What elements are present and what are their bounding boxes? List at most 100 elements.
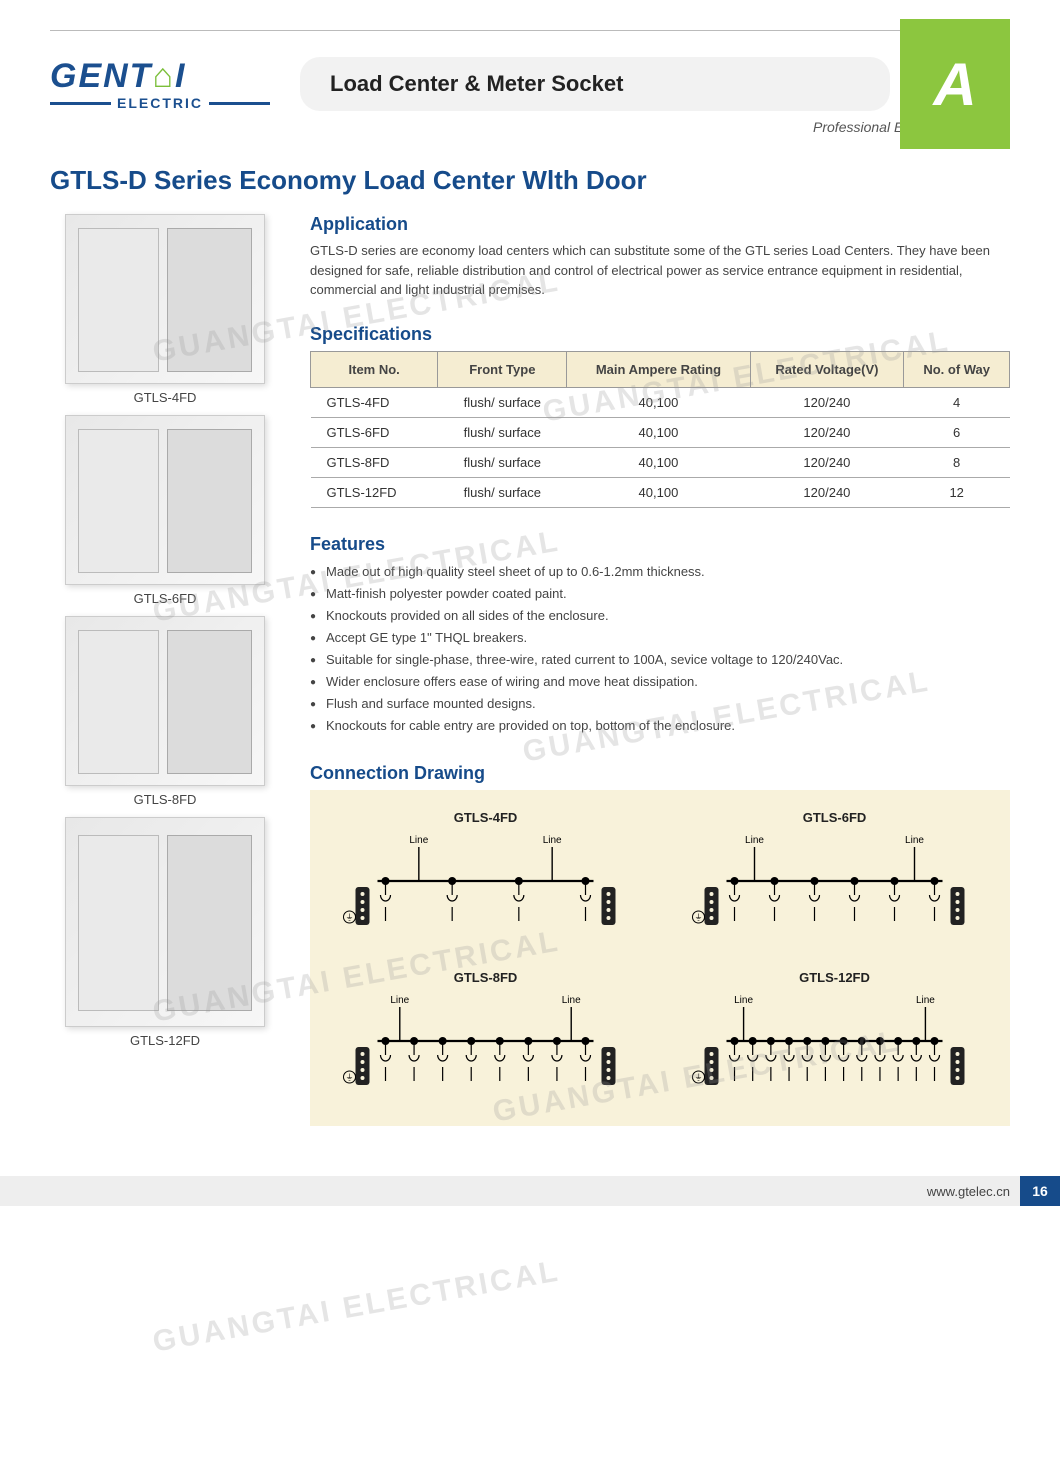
tagline: Professional Electrical Supplier — [50, 119, 1006, 135]
svg-text:Line: Line — [916, 995, 935, 1006]
table-header-cell: No. of Way — [904, 351, 1010, 387]
svg-text:⏚: ⏚ — [695, 1073, 703, 1082]
connection-item: GTLS-4FD Line Line ⏚ — [324, 810, 647, 952]
connection-item: GTLS-8FD Line Line ⏚ — [324, 970, 647, 1112]
table-cell: flush/ surface — [438, 447, 567, 477]
product-image — [65, 616, 265, 786]
table-row: GTLS-6FDflush/ surface40,100120/2406 — [311, 417, 1010, 447]
feature-item: Flush and surface mounted designs. — [310, 693, 1010, 715]
product-card: GTLS-4FD — [50, 214, 280, 405]
svg-text:Line: Line — [543, 835, 562, 846]
product-caption: GTLS-8FD — [50, 792, 280, 807]
logo-text-post: I — [175, 57, 186, 95]
feature-item: Wider enclosure offers ease of wiring an… — [310, 671, 1010, 693]
header-title-pill: Load Center & Meter Socket — [300, 57, 890, 111]
features-heading: Features — [310, 534, 1010, 555]
connection-diagram: Line Line ⏚ — [324, 989, 647, 1109]
table-header-cell: Main Ampere Rating — [567, 351, 750, 387]
table-cell: 120/240 — [750, 477, 904, 507]
feature-item: Matt-finish polyester powder coated pain… — [310, 583, 1010, 605]
application-heading: Application — [310, 214, 1010, 235]
logo: GENT⌂I ELECTRIC — [50, 49, 270, 111]
svg-text:Line: Line — [905, 835, 924, 846]
svg-text:Line: Line — [409, 835, 428, 846]
connection-item: GTLS-6FD Line Line ⏚ — [673, 810, 996, 952]
table-cell: flush/ surface — [438, 387, 567, 417]
connection-heading: Connection Drawing — [310, 763, 1010, 784]
table-cell: flush/ surface — [438, 417, 567, 447]
product-image — [65, 214, 265, 384]
table-cell: 4 — [904, 387, 1010, 417]
svg-text:Line: Line — [390, 995, 409, 1006]
table-row: GTLS-4FDflush/ surface40,100120/2404 — [311, 387, 1010, 417]
product-card: GTLS-8FD — [50, 616, 280, 807]
table-header-cell: Front Type — [438, 351, 567, 387]
feature-item: Suitable for single-phase, three-wire, r… — [310, 649, 1010, 671]
table-row: GTLS-8FDflush/ surface40,100120/2408 — [311, 447, 1010, 477]
connection-label: GTLS-6FD — [673, 810, 996, 825]
table-row: GTLS-12FDflush/ surface40,100120/24012 — [311, 477, 1010, 507]
application-text: GTLS-D series are economy load centers w… — [310, 241, 1010, 300]
header-title: Load Center & Meter Socket — [330, 71, 623, 96]
table-cell: GTLS-8FD — [311, 447, 438, 477]
table-cell: 120/240 — [750, 387, 904, 417]
table-cell: 8 — [904, 447, 1010, 477]
table-cell: 40,100 — [567, 417, 750, 447]
connection-label: GTLS-4FD — [324, 810, 647, 825]
features-list: Made out of high quality steel sheet of … — [310, 561, 1010, 738]
table-cell: 40,100 — [567, 387, 750, 417]
footer: www.gtelec.cn 16 — [0, 1176, 1060, 1206]
product-image-column: GTLS-4FD GTLS-6FD GTLS-8FD GTLS-12FD — [50, 214, 280, 1126]
table-cell: 6 — [904, 417, 1010, 447]
footer-url: www.gtelec.cn — [927, 1184, 1020, 1199]
connection-diagram: LineLine⏚ — [673, 989, 996, 1109]
svg-text:⏚: ⏚ — [346, 913, 354, 922]
svg-text:⏚: ⏚ — [695, 913, 703, 922]
feature-item: Accept GE type 1" THQL breakers. — [310, 627, 1010, 649]
logo-bar-left — [50, 102, 111, 105]
connection-drawing-panel: GTLS-4FDLineLine⏚GTLS-6FDLineLine⏚GTLS-8… — [310, 790, 1010, 1126]
table-cell: 120/240 — [750, 447, 904, 477]
table-cell: GTLS-4FD — [311, 387, 438, 417]
table-header-cell: Item No. — [311, 351, 438, 387]
table-cell: GTLS-12FD — [311, 477, 438, 507]
product-caption: GTLS-6FD — [50, 591, 280, 606]
footer-page-number: 16 — [1020, 1176, 1060, 1206]
table-cell: flush/ surface — [438, 477, 567, 507]
top-rule — [50, 30, 1010, 31]
svg-text:⏚: ⏚ — [346, 1073, 354, 1082]
specifications-table: Item No.Front TypeMain Ampere RatingRate… — [310, 351, 1010, 508]
logo-bar-right — [209, 102, 270, 105]
connection-label: GTLS-8FD — [324, 970, 647, 985]
table-cell: GTLS-6FD — [311, 417, 438, 447]
feature-item: Knockouts provided on all sides of the e… — [310, 605, 1010, 627]
table-cell: 120/240 — [750, 417, 904, 447]
table-cell: 12 — [904, 477, 1010, 507]
table-cell: 40,100 — [567, 447, 750, 477]
product-card: GTLS-12FD — [50, 817, 280, 1048]
connection-label: GTLS-12FD — [673, 970, 996, 985]
product-image — [65, 817, 265, 1027]
product-image — [65, 415, 265, 585]
content-column: Application GTLS-D series are economy lo… — [310, 214, 1010, 1126]
section-tab-letter: A — [933, 50, 976, 119]
product-caption: GTLS-4FD — [50, 390, 280, 405]
connection-item: GTLS-12FDLineLine⏚ — [673, 970, 996, 1112]
svg-text:Line: Line — [562, 995, 581, 1006]
product-caption: GTLS-12FD — [50, 1033, 280, 1048]
specifications-heading: Specifications — [310, 324, 1010, 345]
logo-house-icon: ⌂ — [152, 57, 175, 95]
table-header-cell: Rated Voltage(V) — [750, 351, 904, 387]
svg-text:Line: Line — [745, 835, 764, 846]
logo-text-pre: GENT — [50, 57, 152, 95]
connection-diagram: Line Line ⏚ — [324, 829, 647, 949]
feature-item: Knockouts for cable entry are provided o… — [310, 715, 1010, 737]
page-title: GTLS-D Series Economy Load Center Wlth D… — [50, 165, 1010, 196]
connection-diagram: Line Line ⏚ — [673, 829, 996, 949]
product-card: GTLS-6FD — [50, 415, 280, 606]
watermark: GUANGTAI ELECTRICAL — [150, 1254, 563, 1359]
header: GENT⌂I ELECTRIC Load Center & Meter Sock… — [50, 49, 1010, 111]
feature-item: Made out of high quality steel sheet of … — [310, 561, 1010, 583]
table-cell: 40,100 — [567, 477, 750, 507]
section-tab: A — [900, 19, 1010, 149]
